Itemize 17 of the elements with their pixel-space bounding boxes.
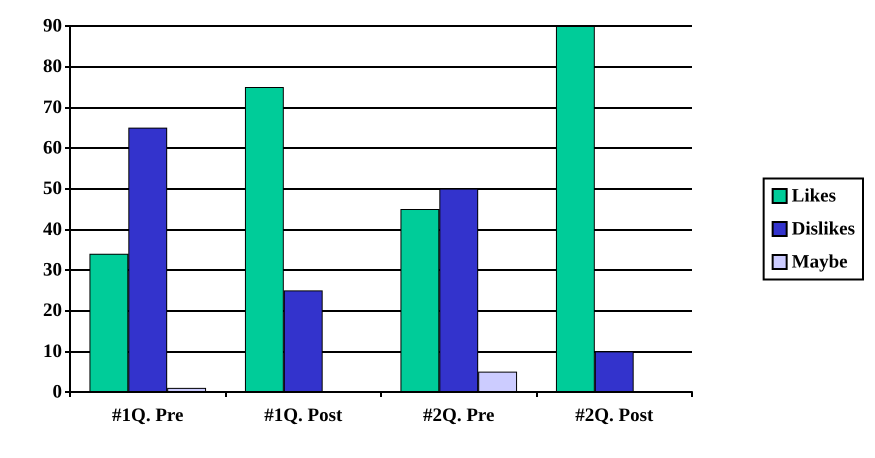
y-tick-label: 70 xyxy=(43,96,62,118)
legend-label: Likes xyxy=(792,186,836,206)
legend-label: Maybe xyxy=(792,252,848,272)
x-tick-label: #1Q. Post xyxy=(264,405,343,426)
y-tick-label: 0 xyxy=(52,382,62,402)
y-tick-label: 60 xyxy=(43,138,62,158)
legend-label: Dislikes xyxy=(792,218,856,240)
x-tick-label: #2Q. Pre xyxy=(423,405,494,426)
y-tick-label: 30 xyxy=(43,260,62,280)
y-tick-label: 80 xyxy=(43,56,62,78)
y-tick-label: 10 xyxy=(43,340,62,362)
x-tick-label: #2Q. Post xyxy=(575,405,654,426)
x-tick-label: #1Q. Pre xyxy=(112,405,184,426)
y-tick-label: 50 xyxy=(43,178,62,200)
y-tick-label: 90 xyxy=(43,16,62,36)
y-tick-label: 40 xyxy=(43,218,62,240)
y-tick-label: 20 xyxy=(43,300,62,322)
